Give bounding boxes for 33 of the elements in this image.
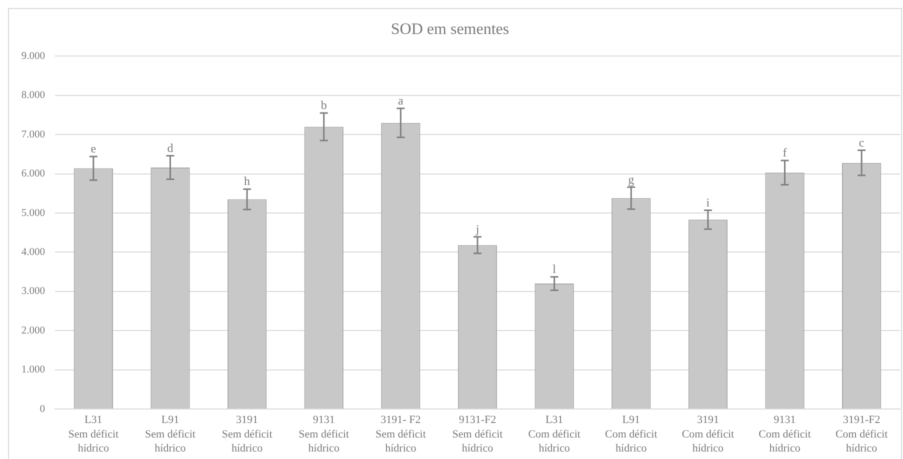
x-tick-label: 9131-F2 Sem déficit hídrico bbox=[452, 414, 503, 455]
y-tick-label: 8.000 bbox=[21, 90, 45, 102]
chart-title: SOD em sementes bbox=[390, 20, 510, 38]
x-tick-label: 3191-F2 Com déficit hídrico bbox=[835, 414, 888, 455]
data-label: h bbox=[244, 174, 250, 188]
data-label: c bbox=[858, 135, 864, 150]
y-tick-label: 9.000 bbox=[21, 50, 45, 62]
x-tick-label: 3191 Com déficit hídrico bbox=[682, 414, 734, 455]
y-tick-label: 5.000 bbox=[21, 208, 45, 219]
data-label: a bbox=[398, 93, 404, 108]
x-tick-label: L91 Sem déficit hídrico bbox=[145, 414, 196, 455]
y-tick-label: 4.000 bbox=[21, 246, 45, 258]
data-label: i bbox=[706, 195, 710, 210]
data-label: g bbox=[628, 172, 634, 186]
y-tick-label: 6.000 bbox=[21, 168, 45, 180]
x-tick-label: 3191- F2 Sem déficit hídrico bbox=[375, 414, 426, 455]
x-tick-label: L31 Sem déficit hídrico bbox=[68, 414, 119, 455]
x-tick-label: 9131 Sem déficit hídrico bbox=[298, 414, 350, 455]
data-label: j bbox=[474, 222, 480, 236]
y-tick-label: 1.000 bbox=[21, 364, 45, 376]
y-tick-label: 0 bbox=[40, 404, 45, 415]
y-tick-label: 2.000 bbox=[21, 325, 45, 336]
data-label: e bbox=[90, 142, 96, 156]
data-label: l bbox=[552, 262, 557, 276]
x-tick-label: L91 Com déficit hídrico bbox=[605, 414, 658, 455]
x-tick-label: 3191 Sem déficit hídrico bbox=[222, 414, 272, 455]
x-tick-label: 9131 Com déficit hídrico bbox=[758, 414, 811, 455]
data-label: d bbox=[167, 140, 174, 155]
data-label: b bbox=[320, 98, 327, 112]
y-tick-label: 7.000 bbox=[21, 129, 45, 140]
y-tick-label: 3.000 bbox=[21, 286, 45, 298]
data-label: f bbox=[782, 146, 787, 160]
x-tick-label: L31 Com déficit hídrico bbox=[528, 414, 580, 455]
